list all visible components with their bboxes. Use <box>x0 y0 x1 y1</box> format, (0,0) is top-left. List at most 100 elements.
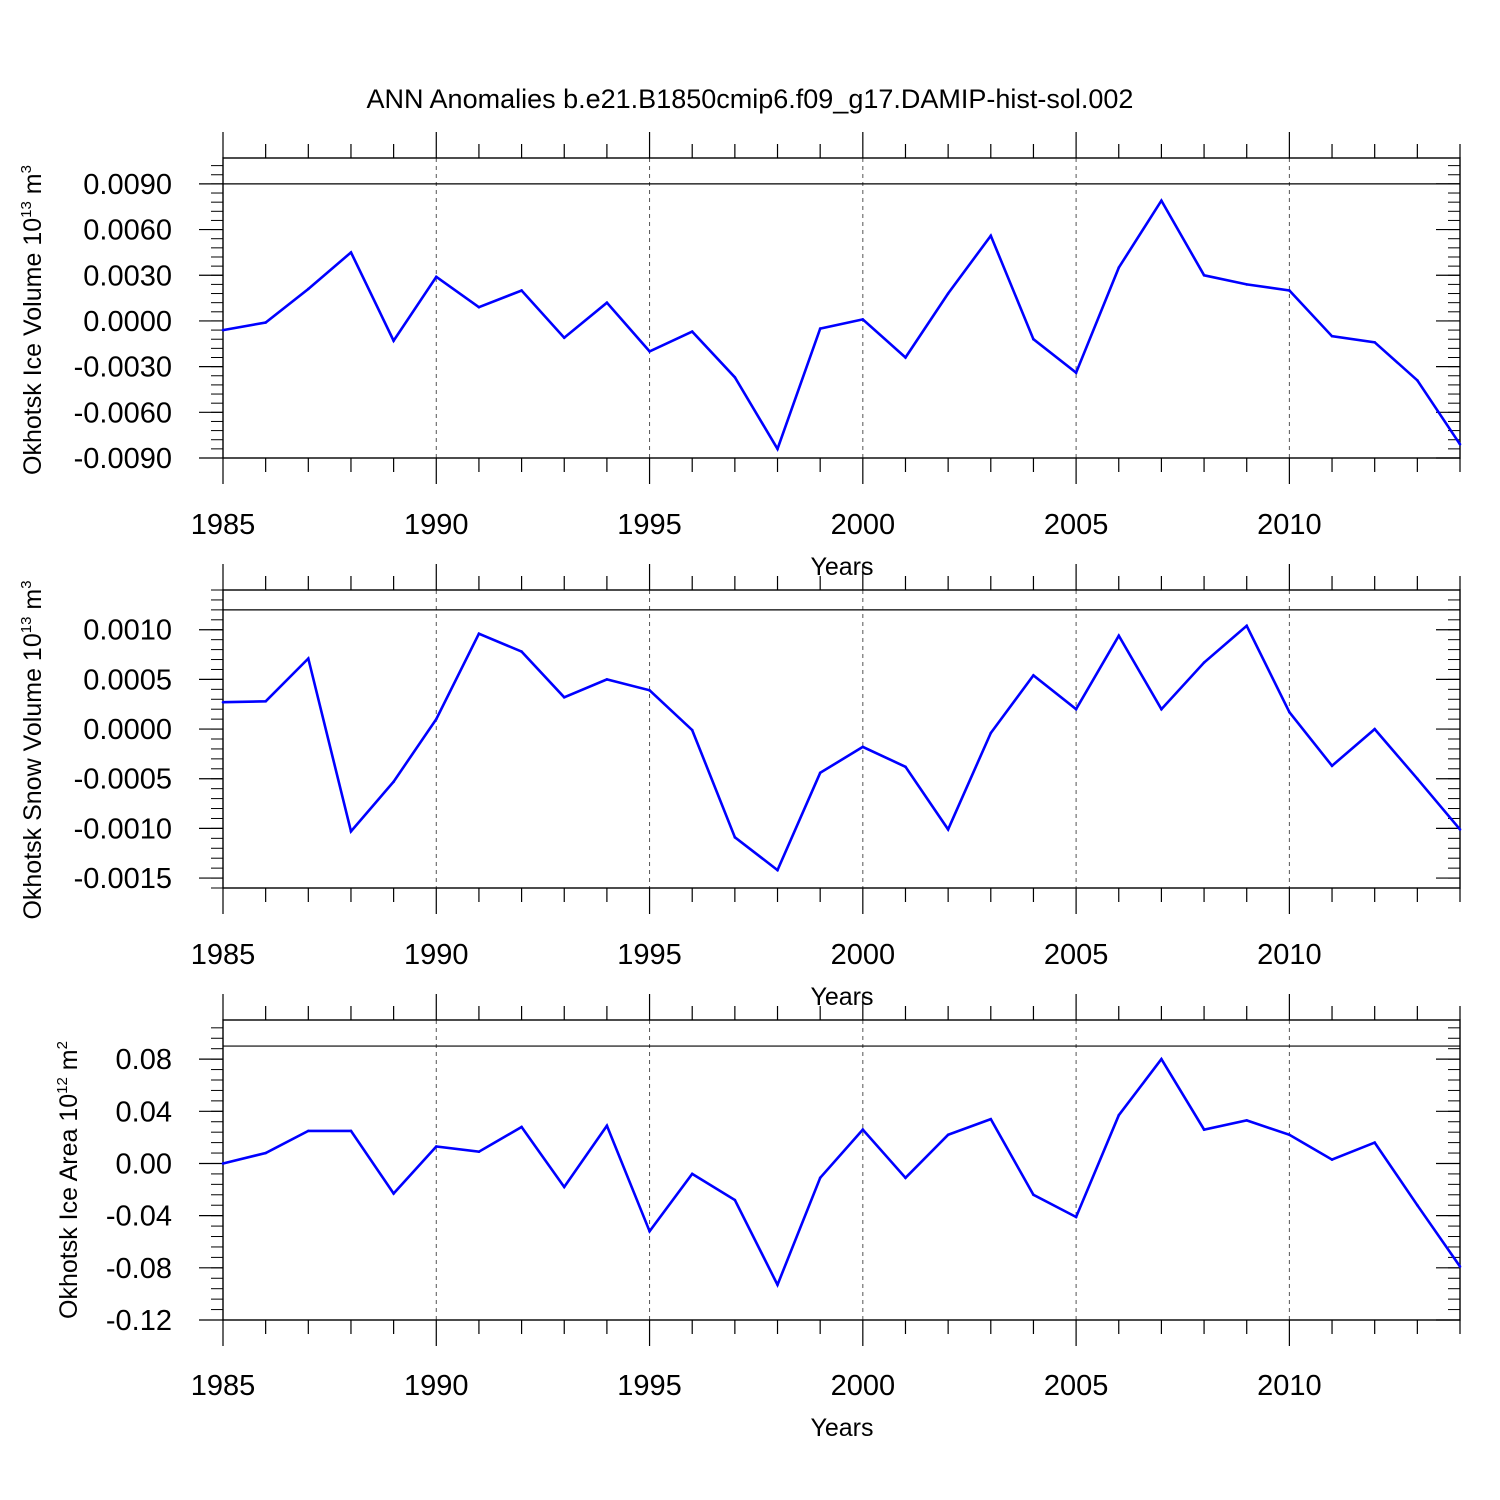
data-point-2003 <box>989 234 993 237</box>
y-tick-label: -0.0090 <box>74 443 172 475</box>
data-point-2008 <box>1202 273 1206 277</box>
x-tick-label: 1985 <box>191 509 256 541</box>
data-point-2012 <box>1373 1141 1376 1144</box>
data-point-1989 <box>392 1192 395 1195</box>
x-tick-label: 2000 <box>831 509 896 541</box>
data-point-1994 <box>605 1124 609 1127</box>
data-point-1992 <box>520 650 523 653</box>
x-tick-label: 2000 <box>831 939 896 971</box>
x-tick-label: 2000 <box>831 1370 896 1402</box>
data-point-1998 <box>776 1283 779 1287</box>
data-point-2013 <box>1416 777 1419 781</box>
x-tick-label: 2005 <box>1044 1370 1109 1402</box>
x-tick-label: 1990 <box>404 1370 469 1402</box>
y-tick-label: -0.12 <box>106 1305 172 1337</box>
data-point-1991 <box>477 305 481 309</box>
data-point-1997 <box>733 836 737 839</box>
data-point-1998 <box>776 447 779 451</box>
x-tick-label: 1990 <box>404 509 469 541</box>
data-point-1999 <box>818 327 822 330</box>
x-tick-label: 1985 <box>191 1370 256 1402</box>
data-point-2013 <box>1416 379 1419 382</box>
data-point-1988 <box>349 1129 353 1133</box>
data-point-1995 <box>648 1230 651 1233</box>
y-tick-label: 0.0060 <box>83 215 172 247</box>
data-point-2010 <box>1288 1133 1291 1137</box>
data-point-2006 <box>1117 634 1121 637</box>
y-tick-label: -0.08 <box>106 1253 172 1285</box>
data-point-1985 <box>221 1162 225 1165</box>
data-point-1989 <box>392 780 395 784</box>
x-tick-label: 1995 <box>617 1370 682 1402</box>
x-tick-label: 2010 <box>1257 939 1322 971</box>
data-point-2007 <box>1160 707 1163 711</box>
data-point-2010 <box>1288 710 1291 714</box>
data-point-1994 <box>605 301 609 304</box>
data-point-2014 <box>1458 828 1462 831</box>
y-tick-label: 0.0005 <box>83 664 172 696</box>
data-point-2005 <box>1074 1215 1078 1219</box>
data-point-2011 <box>1330 764 1334 768</box>
y-tick-label: 0.04 <box>116 1096 172 1128</box>
data-point-2003 <box>989 1117 993 1121</box>
plot-frame <box>222 157 1461 459</box>
data-point-1995 <box>648 350 651 353</box>
data-point-2011 <box>1330 1158 1334 1161</box>
x-tick-label: 1985 <box>191 939 256 971</box>
data-point-2014 <box>1458 1265 1462 1268</box>
figure-title: ANN Anomalies b.e21.B1850cmip6.f09_g17.D… <box>367 84 1134 114</box>
panel-3: 1985 1990 1995 2000 2005 2010 Years -0.12 -0.08 -… <box>54 994 1462 1442</box>
plot-frame <box>222 589 1461 889</box>
plot-frame <box>222 1019 1461 1321</box>
data-point-1999 <box>818 771 822 775</box>
data-point-1986 <box>264 699 267 703</box>
x-tick-label: 1995 <box>617 939 682 971</box>
x-tick-label: 2010 <box>1257 509 1322 541</box>
data-point-1996 <box>690 728 694 732</box>
y-tick-label: -0.0060 <box>74 397 172 429</box>
data-point-1996 <box>690 1172 694 1176</box>
data-point-1988 <box>349 830 353 833</box>
data-point-1999 <box>818 1176 822 1180</box>
y-tick-label: 0.0030 <box>83 260 172 292</box>
data-point-1994 <box>605 678 609 681</box>
chart-panels: 1985 1990 1995 2000 2005 2010 Years -0.0090 -0.0… <box>18 132 1462 1442</box>
data-point-2003 <box>989 731 993 735</box>
data-point-2012 <box>1373 727 1376 731</box>
data-point-2006 <box>1117 266 1121 269</box>
y-tick-label: -0.04 <box>106 1201 172 1233</box>
data-point-1990 <box>434 717 438 721</box>
y-axis-title: Okhotsk Ice Volume 1013 m3 <box>18 165 47 475</box>
data-point-2000 <box>861 318 865 321</box>
y-tick-label: 0.0000 <box>83 306 172 338</box>
panel-1: 1985 1990 1995 2000 2005 2010Years-0.0090-0.0… <box>18 132 1462 581</box>
data-point-2002 <box>946 1133 950 1137</box>
y-tick-label: -0.0030 <box>74 352 172 384</box>
data-point-2008 <box>1202 661 1206 664</box>
data-point-2001 <box>904 356 907 359</box>
y-tick-label: -0.0010 <box>74 813 172 845</box>
data-point-2005 <box>1074 707 1078 711</box>
data-point-1991 <box>477 632 481 636</box>
data-point-1993 <box>562 695 566 699</box>
data-point-1986 <box>264 321 267 324</box>
data-point-2009 <box>1245 624 1249 628</box>
data-point-1985 <box>221 328 225 332</box>
data-point-2001 <box>904 1176 907 1180</box>
data-point-1989 <box>392 339 395 343</box>
data-point-1993 <box>562 1185 566 1189</box>
y-tick-label: 0.0010 <box>83 615 172 647</box>
y-axis-title: Okhotsk Ice Area 1012 m2 <box>54 1041 83 1319</box>
data-point-2009 <box>1245 283 1249 286</box>
data-point-2004 <box>1032 1193 1035 1197</box>
data-point-1990 <box>434 1145 438 1148</box>
data-point-2001 <box>904 765 907 769</box>
y-tick-label: 0.08 <box>116 1044 172 1076</box>
series-line <box>222 1056 1462 1288</box>
x-tick-label: 1995 <box>617 509 682 541</box>
y-tick-label: 0.00 <box>116 1148 172 1180</box>
data-point-2004 <box>1032 674 1035 677</box>
data-point-2000 <box>861 1128 865 1131</box>
data-point-1993 <box>562 336 566 339</box>
